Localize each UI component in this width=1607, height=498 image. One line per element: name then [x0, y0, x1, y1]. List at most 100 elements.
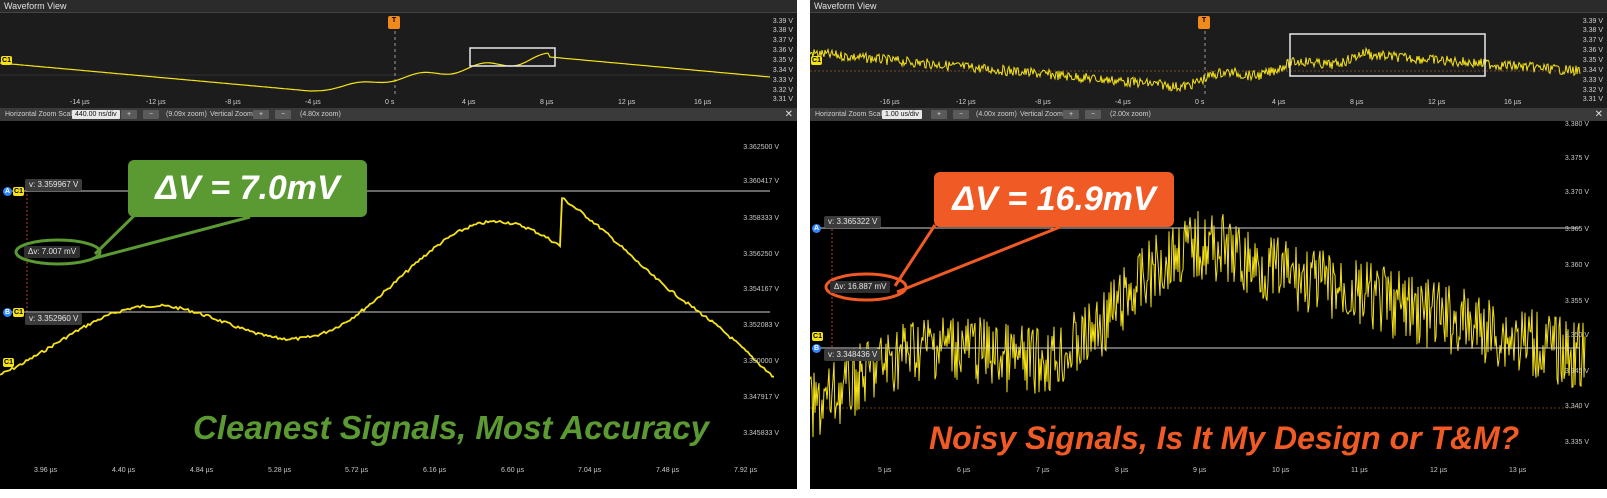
- cursor-a-channel-tag: C1: [13, 187, 24, 196]
- overview-trace: [0, 52, 771, 92]
- zoomed-waveform[interactable]: A C1 v: 3.359967 V B C1 v: 3.352960 V Δv…: [0, 121, 797, 489]
- x-axis-tick-label: 7.92 µs: [734, 467, 758, 474]
- overview-plot: [810, 19, 1581, 97]
- x-axis-tick-label: 6.16 µs: [423, 467, 447, 474]
- v-zoom-out-button[interactable]: −: [275, 110, 291, 119]
- zoom-control-bar: Horizontal Zoom Scale 1.00 us/div + − (4…: [810, 108, 1607, 121]
- x-axis-tick-label: -8 µs: [1035, 99, 1051, 106]
- cursor-b-readout: v: 3.348436 V: [824, 349, 882, 361]
- y-axis-tick-label: 3.34 V: [772, 67, 793, 74]
- x-axis-tick-label: 6.60 µs: [501, 467, 525, 474]
- y-axis-tick-label: 3.350000 V: [743, 358, 779, 365]
- y-axis-tick-label: 3.347917 V: [743, 394, 779, 401]
- x-axis-tick-label: 0 s: [385, 99, 395, 106]
- overview-trace: [810, 46, 1581, 93]
- h-zoom-factor: (9.09x zoom): [166, 111, 207, 118]
- x-axis-tick-label: 5.28 µs: [268, 467, 292, 474]
- x-axis-tick-label: 16 µs: [1504, 99, 1522, 106]
- cursor-b-channel-tag: C1: [13, 308, 24, 317]
- x-axis-tick-label: 5 µs: [878, 467, 892, 474]
- trigger-marker[interactable]: T: [1198, 16, 1210, 29]
- x-axis-tick-label: 5.72 µs: [345, 467, 369, 474]
- y-axis-tick-label: 3.35 V: [772, 57, 793, 64]
- cursor-a-readout: v: 3.359967 V: [25, 179, 83, 191]
- delta-callout: ΔV = 16.9mV: [934, 172, 1174, 227]
- y-axis-tick-label: 3.345833 V: [743, 430, 779, 437]
- x-axis-tick-label: 7.04 µs: [578, 467, 602, 474]
- h-zoom-scale-field[interactable]: 1.00 us/div: [882, 110, 922, 119]
- v-zoom-in-button[interactable]: +: [253, 110, 269, 119]
- y-axis-tick-label: 3.335 V: [1564, 439, 1589, 446]
- overview-waveform[interactable]: T C1 3.39 V 3.38 V 3.37 V 3.36 V 3.35 V 3.34 …: [810, 13, 1607, 108]
- h-zoom-label: Horizontal Zoom Scale: [815, 111, 886, 118]
- x-axis-tick-label: 4.84 µs: [190, 467, 214, 474]
- h-zoom-in-button[interactable]: +: [121, 110, 137, 119]
- overview-channel-marker[interactable]: C1: [811, 56, 822, 65]
- y-axis-tick-label: 3.39 V: [772, 18, 793, 25]
- v-zoom-out-button[interactable]: −: [1085, 110, 1101, 119]
- cursor-b-readout: v: 3.352960 V: [25, 313, 83, 325]
- zoom-control-bar: Horizontal Zoom Scale 440.00 ns/div + − …: [0, 108, 797, 121]
- y-axis-tick-label: 3.356250 V: [743, 251, 779, 258]
- h-zoom-out-button[interactable]: −: [143, 110, 159, 119]
- callout-pointer-lower: [94, 215, 251, 260]
- x-axis-tick-label: -12 µs: [956, 99, 976, 106]
- h-zoom-label: Horizontal Zoom Scale: [5, 111, 76, 118]
- x-axis-tick-label: 3.96 µs: [34, 467, 58, 474]
- y-axis-tick-label: 3.37 V: [1582, 37, 1603, 44]
- x-axis-tick-label: -16 µs: [880, 99, 900, 106]
- overview-channel-marker[interactable]: C1: [1, 56, 12, 65]
- y-axis-tick-label: 3.380 V: [1564, 121, 1589, 128]
- x-axis-tick-label: -8 µs: [225, 99, 241, 106]
- v-zoom-factor: (4.80x zoom): [300, 111, 341, 118]
- channel-marker[interactable]: C1: [3, 358, 14, 367]
- delta-readout: Δv: 16.887 mV: [830, 281, 891, 293]
- x-axis-tick-label: 8 µs: [540, 99, 554, 106]
- caption: Cleanest Signals, Most Accuracy: [193, 409, 709, 446]
- overview-plot: [0, 19, 771, 97]
- x-axis-tick-label: -12 µs: [146, 99, 166, 106]
- cursor-b-marker[interactable]: B: [812, 344, 821, 353]
- zoom-window-box[interactable]: [469, 47, 556, 67]
- v-zoom-in-button[interactable]: +: [1063, 110, 1079, 119]
- close-zoom-icon[interactable]: ✕: [784, 109, 793, 120]
- x-axis-tick-label: 4.40 µs: [112, 467, 136, 474]
- y-axis-tick-label: 3.352083 V: [743, 322, 779, 329]
- h-zoom-out-button[interactable]: −: [953, 110, 969, 119]
- y-axis-tick-label: 3.31 V: [1582, 96, 1603, 103]
- trigger-marker[interactable]: T: [388, 16, 400, 29]
- window-title: Waveform View: [810, 0, 1607, 13]
- cursor-b-marker[interactable]: B: [3, 308, 12, 317]
- y-axis-tick-label: 3.34 V: [1582, 67, 1603, 74]
- close-zoom-icon[interactable]: ✕: [1594, 109, 1603, 120]
- y-axis-tick-label: 3.360 V: [1564, 262, 1589, 269]
- y-axis-tick-label: 3.354167 V: [743, 286, 779, 293]
- zoom-window-box[interactable]: [1289, 33, 1486, 77]
- overview-waveform[interactable]: T C1 3.39 V 3.38 V 3.37 V 3.36 V 3.35 V 3.34 …: [0, 13, 797, 108]
- x-axis-tick-label: 0 s: [1195, 99, 1205, 106]
- y-axis-tick-label: 3.375 V: [1564, 155, 1589, 162]
- channel-marker[interactable]: C1: [812, 332, 823, 341]
- x-axis-tick-label: 8 µs: [1350, 99, 1364, 106]
- h-zoom-in-button[interactable]: +: [931, 110, 947, 119]
- h-zoom-scale-field[interactable]: 440.00 ns/div: [72, 110, 120, 119]
- x-axis-tick-label: -4 µs: [305, 99, 321, 106]
- x-axis-tick-label: 11 µs: [1351, 467, 1368, 474]
- cursor-a-marker[interactable]: A: [812, 224, 821, 233]
- y-axis-tick-label: 3.35 V: [1582, 57, 1603, 64]
- x-axis-tick-label: 13 µs: [1509, 467, 1527, 474]
- y-axis-tick-label: 3.358333 V: [743, 215, 779, 222]
- zoomed-waveform[interactable]: v: 3.365322 V A C1 B v: 3.348436 V Δv: 1…: [810, 121, 1607, 489]
- signal-trace: [810, 210, 1586, 438]
- callout-pointer-upper: [893, 224, 937, 287]
- x-axis-tick-label: 12 µs: [618, 99, 636, 106]
- y-axis-tick-label: 3.365 V: [1564, 226, 1589, 233]
- y-axis-tick-label: 3.38 V: [1582, 27, 1603, 34]
- signal-trace: [0, 197, 775, 378]
- y-axis-tick-label: 3.33 V: [1582, 77, 1603, 84]
- x-axis-tick-label: 12 µs: [1428, 99, 1446, 106]
- cursor-a-readout: v: 3.365322 V: [824, 216, 882, 228]
- cursor-a-marker[interactable]: A: [3, 187, 12, 196]
- y-axis-tick-label: 3.340 V: [1564, 403, 1589, 410]
- x-axis-tick-label: 7 µs: [1036, 467, 1050, 474]
